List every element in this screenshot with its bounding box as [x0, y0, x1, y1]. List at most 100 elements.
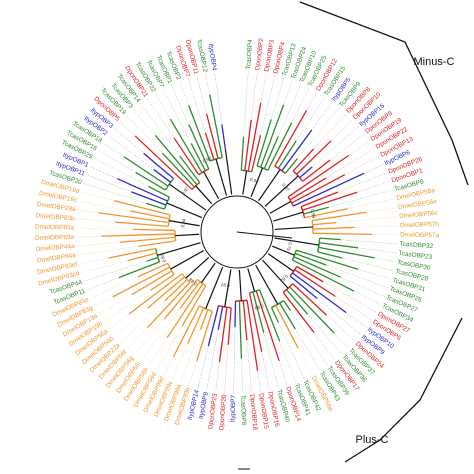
branch	[238, 269, 242, 301]
branch	[130, 210, 170, 220]
leader	[180, 329, 201, 383]
leader	[336, 216, 398, 223]
branch	[260, 104, 285, 168]
branch	[127, 252, 157, 262]
leader	[126, 114, 163, 154]
leader	[241, 358, 243, 393]
branch	[133, 228, 176, 232]
branch	[118, 261, 160, 279]
branch	[289, 275, 318, 299]
branch	[275, 305, 299, 349]
branch	[166, 283, 204, 338]
support-value: 0.99	[310, 209, 317, 219]
branch	[161, 152, 195, 188]
branch	[196, 311, 213, 362]
leader	[374, 257, 396, 262]
leader	[148, 337, 168, 367]
branch	[195, 185, 213, 205]
leader	[171, 84, 190, 125]
branch	[318, 246, 375, 259]
leaf-label: DmelOBP57a	[400, 232, 440, 240]
leader	[283, 80, 293, 105]
leader	[295, 328, 321, 371]
leader	[345, 312, 367, 328]
leader	[80, 191, 115, 201]
branch	[242, 300, 248, 341]
branch	[207, 305, 220, 347]
branch	[150, 273, 175, 291]
leader	[243, 71, 249, 138]
branch	[135, 171, 166, 191]
branch	[108, 247, 156, 259]
branch	[146, 256, 159, 262]
support-value: 0.75	[286, 242, 293, 252]
branch	[294, 252, 327, 266]
branch	[277, 140, 297, 169]
leader	[260, 73, 267, 104]
support-value: 0.88	[188, 277, 198, 287]
support-value: 0.81	[159, 253, 167, 263]
leader	[291, 87, 310, 123]
branch	[267, 253, 294, 272]
branch	[98, 212, 169, 224]
branch	[303, 206, 329, 215]
leader	[307, 314, 343, 355]
leader	[179, 81, 189, 106]
branch	[296, 265, 324, 283]
branch	[138, 240, 176, 247]
branch	[300, 191, 339, 208]
branch	[286, 289, 309, 315]
branch	[274, 237, 320, 246]
branch	[101, 233, 176, 237]
leader	[108, 313, 130, 330]
leader	[139, 103, 180, 157]
leader	[344, 156, 380, 175]
branch	[187, 307, 205, 344]
root-ring	[200, 195, 274, 269]
leader	[147, 98, 175, 139]
branch	[168, 220, 200, 227]
branch	[287, 154, 350, 198]
leader	[205, 74, 210, 95]
leader	[357, 181, 390, 193]
plus-c-bracket	[344, 317, 463, 463]
leader	[79, 257, 109, 265]
leader	[77, 209, 99, 213]
branch	[242, 170, 248, 195]
leader	[233, 326, 236, 393]
leader	[333, 332, 349, 349]
branch	[258, 289, 281, 342]
leader	[290, 310, 328, 366]
support-value: 0.87	[281, 182, 291, 192]
branch	[164, 279, 198, 320]
branch	[256, 119, 272, 167]
branch	[117, 178, 168, 202]
leaf-label: ItypOBP4	[207, 43, 218, 72]
branch	[203, 171, 220, 200]
leaf-label: DmelOBP57b	[400, 221, 440, 230]
branch	[169, 118, 203, 173]
branch	[255, 290, 280, 361]
branch	[252, 291, 265, 333]
branch	[312, 211, 367, 222]
leader	[251, 72, 258, 120]
leader	[133, 318, 165, 356]
leader	[94, 296, 113, 307]
branch	[270, 307, 279, 323]
leader	[328, 189, 393, 208]
branch	[312, 221, 337, 226]
branch	[123, 156, 169, 187]
leader	[76, 218, 116, 223]
leader	[364, 164, 384, 174]
leader	[214, 72, 223, 125]
branch	[292, 283, 327, 316]
leader	[357, 247, 397, 254]
leader	[316, 298, 362, 335]
leader	[278, 322, 305, 379]
branch	[244, 119, 252, 171]
branch	[319, 242, 359, 249]
branch	[148, 185, 170, 198]
branch	[299, 166, 313, 179]
branch	[289, 177, 327, 201]
branch	[146, 281, 191, 329]
